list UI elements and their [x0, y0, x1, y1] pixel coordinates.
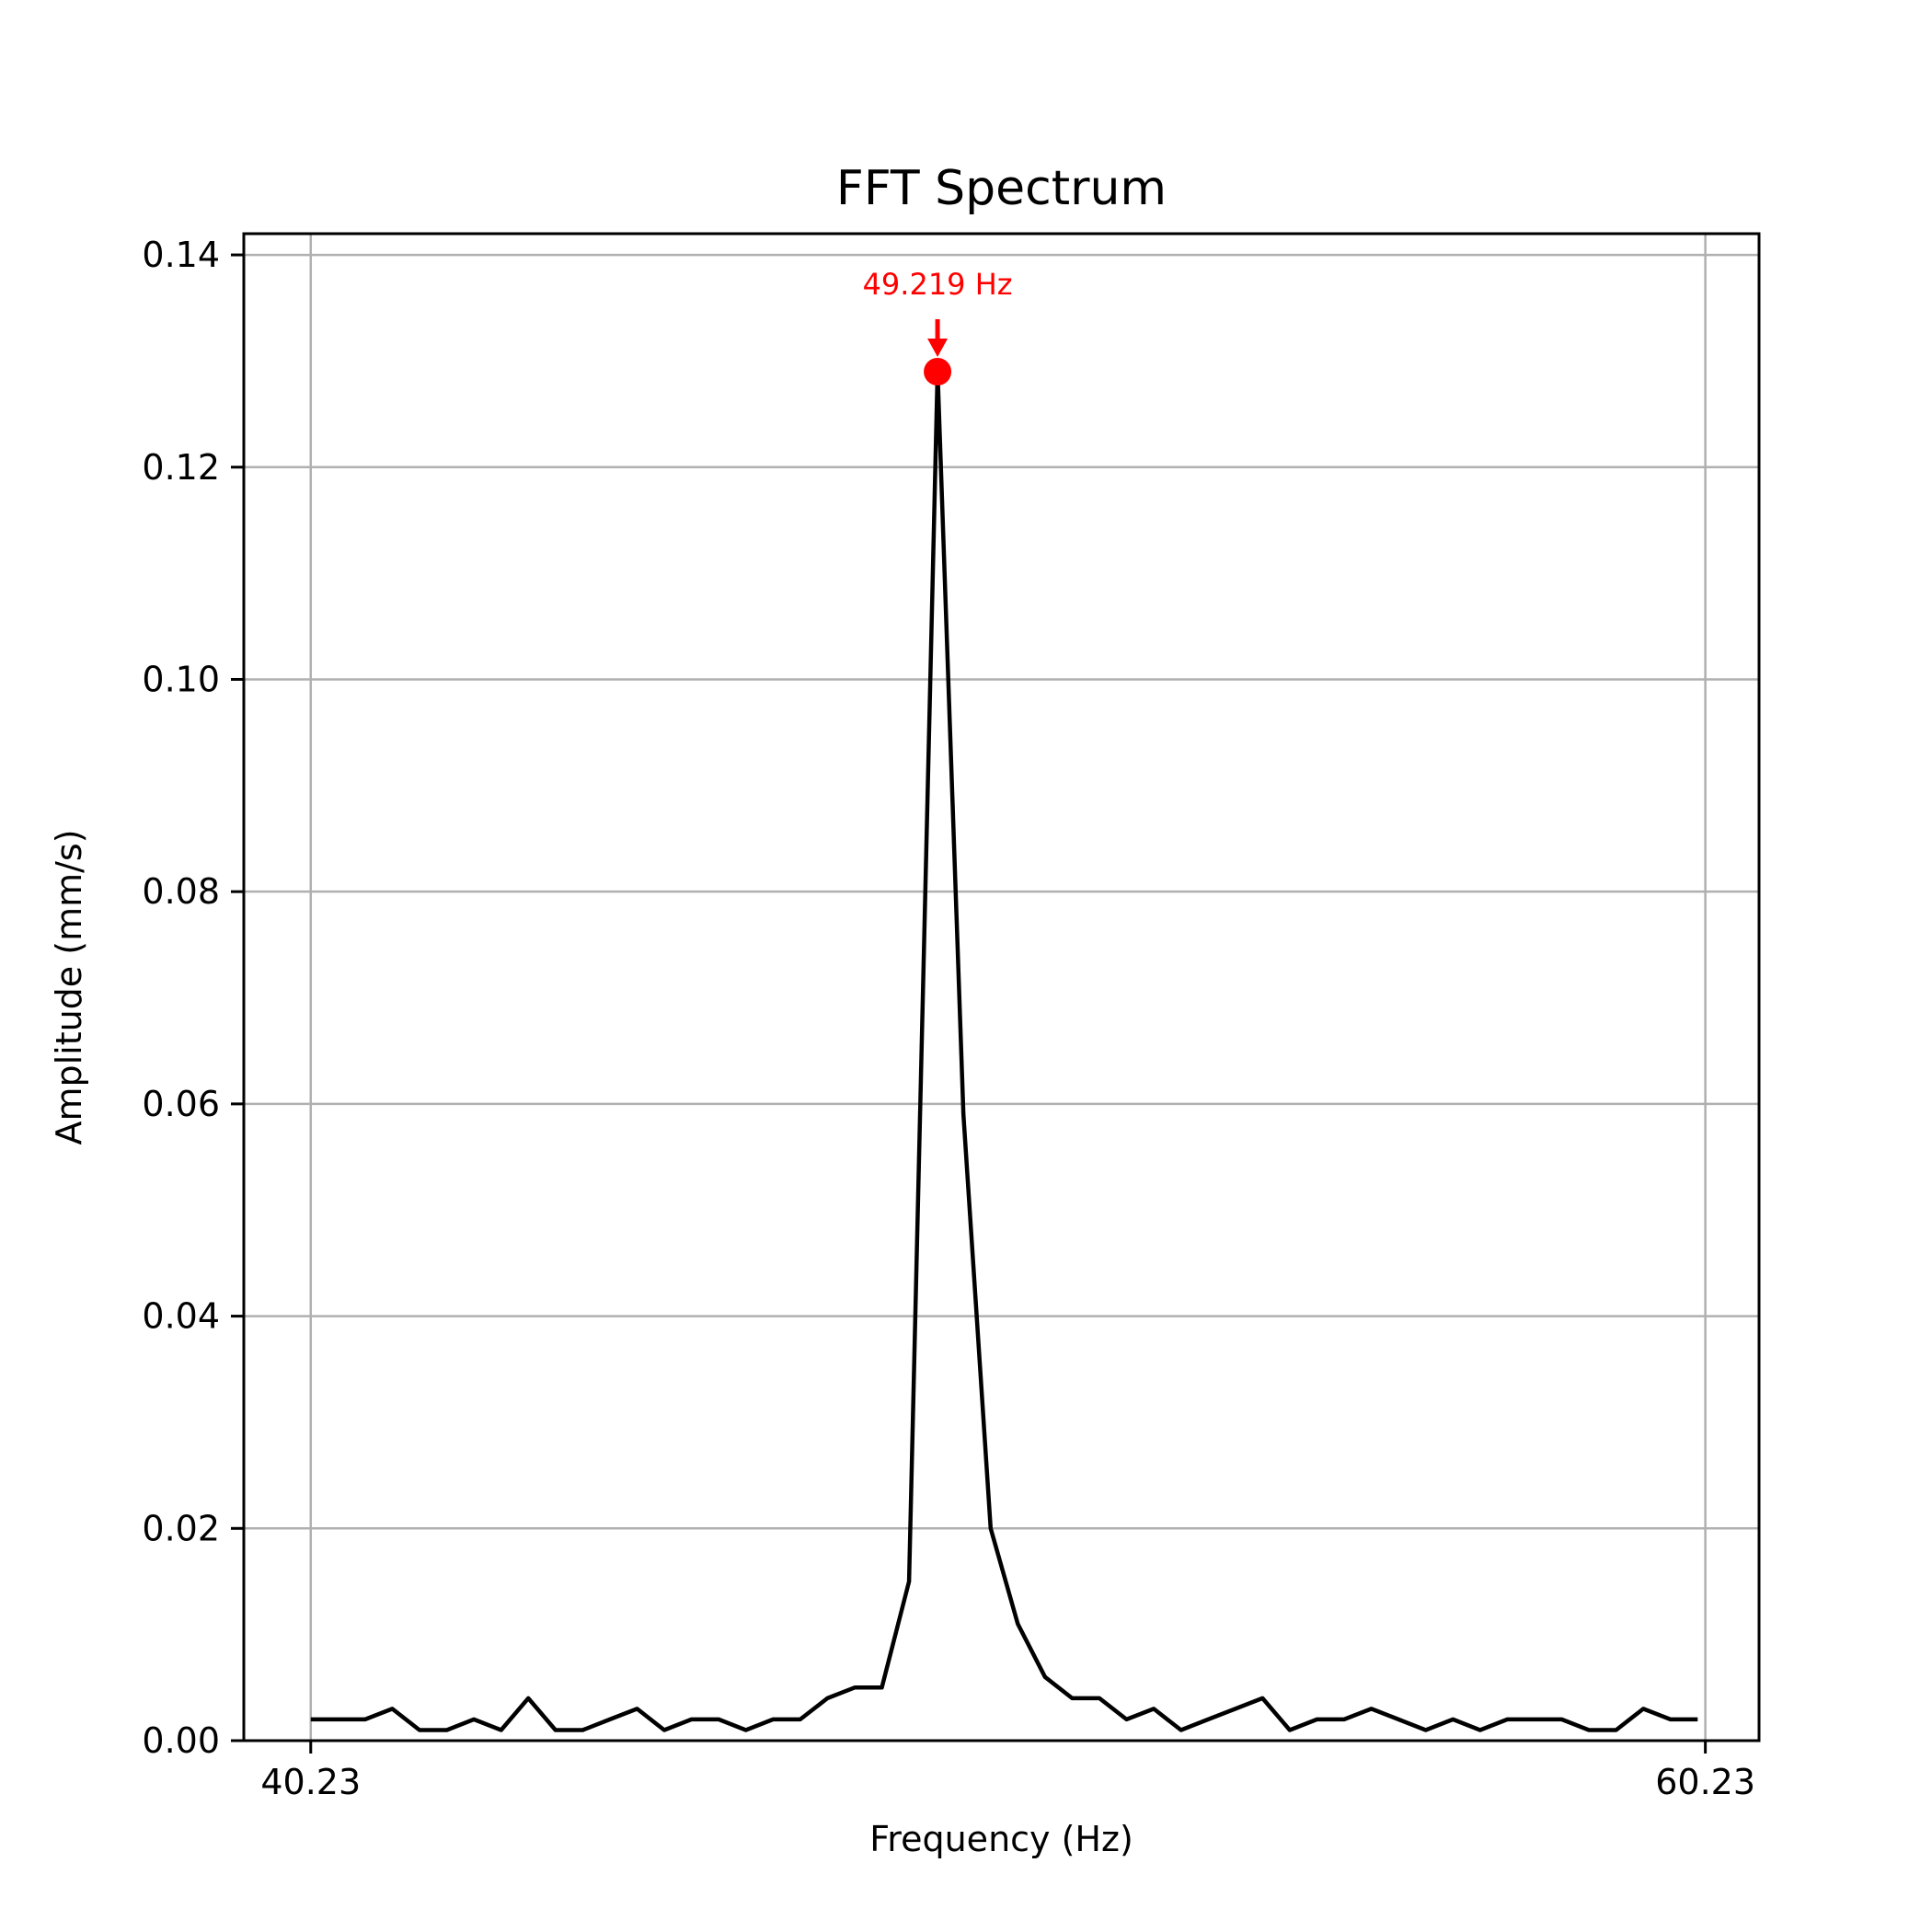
y-tick-label: 0.12 — [142, 447, 220, 488]
peak-marker — [924, 357, 952, 385]
y-tick-label: 0.06 — [142, 1084, 220, 1124]
peak-arrow-head — [927, 338, 949, 357]
y-tick-label: 0.00 — [142, 1720, 220, 1761]
plot-frame — [242, 232, 1761, 1742]
grid-lines — [244, 234, 1759, 1742]
y-tick-label: 0.04 — [142, 1296, 220, 1337]
peak-annotation: 49.219 Hz — [863, 267, 1013, 385]
y-tick-label: 0.10 — [142, 659, 220, 699]
y-axis-label: Amplitude (mm/s) — [49, 829, 89, 1144]
x-tick-label: 60.23 — [1655, 1762, 1755, 1802]
peak-label: 49.219 Hz — [863, 267, 1013, 302]
chart-title: FFT Spectrum — [836, 161, 1167, 216]
series-line-0 — [310, 369, 1698, 1732]
x-axis-label: Frequency (Hz) — [869, 1819, 1133, 1859]
series-layer — [310, 369, 1698, 1732]
y-tick-label: 0.14 — [142, 235, 220, 275]
y-axis-ticks: 0.00 0.02 0.04 0.06 0.08 0.10 0.12 0.14 — [142, 235, 244, 1761]
x-axis-ticks: 40.23 60.23 — [260, 1741, 1755, 1802]
y-tick-label: 0.08 — [142, 871, 220, 912]
y-tick-label: 0.02 — [142, 1508, 220, 1548]
x-tick-label: 40.23 — [260, 1762, 361, 1802]
